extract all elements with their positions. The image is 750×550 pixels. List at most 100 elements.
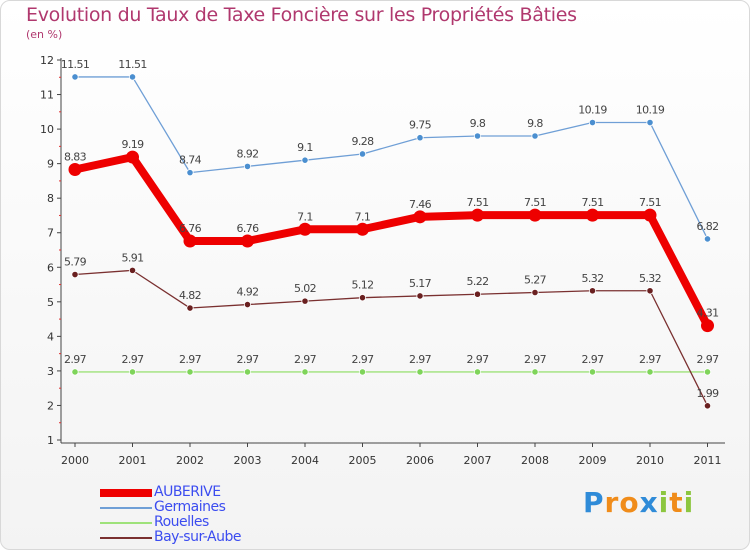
data-point-rouelles xyxy=(473,368,482,376)
data-label-germaines: 9.8 xyxy=(470,117,486,130)
x-tick-label: 2002 xyxy=(176,454,204,467)
data-point-germaines xyxy=(243,162,252,170)
data-point-bay-sur-aube xyxy=(301,297,309,305)
data-label-bay-sur-aube: 1.99 xyxy=(696,387,719,400)
data-point-auberive xyxy=(413,210,427,224)
data-point-auberive xyxy=(528,208,542,222)
data-label-rouelles: 2.97 xyxy=(696,353,719,366)
data-label-bay-sur-aube: 5.32 xyxy=(581,272,603,285)
data-point-bay-sur-aube xyxy=(531,288,539,297)
data-point-auberive xyxy=(356,222,369,236)
data-label-auberive: 7.1 xyxy=(297,210,313,223)
data-label-bay-sur-aube: 5.27 xyxy=(524,273,547,286)
data-label-germaines: 6.82 xyxy=(696,220,718,233)
data-label-auberive: 7.1 xyxy=(355,210,371,223)
data-label-germaines: 9.8 xyxy=(527,117,543,130)
data-point-bay-sur-aube xyxy=(416,292,424,300)
x-tick-label: 2008 xyxy=(521,454,549,467)
data-point-bay-sur-aube xyxy=(71,270,79,279)
data-label-auberive: 4.31 xyxy=(696,307,718,320)
data-label-bay-sur-aube: 4.82 xyxy=(179,289,201,302)
logo-letter: P xyxy=(583,486,605,519)
proxiti-logo: Proxiti xyxy=(583,486,694,519)
data-point-rouelles xyxy=(243,368,252,376)
x-tick-label: 2004 xyxy=(291,454,319,467)
data-point-bay-sur-aube xyxy=(128,266,137,274)
x-tick-label: 2003 xyxy=(234,454,262,467)
x-tick-label: 2011 xyxy=(694,454,722,467)
data-label-germaines: 9.28 xyxy=(351,135,374,148)
legend-label: AUBERIVE xyxy=(154,484,221,500)
data-label-rouelles: 2.97 xyxy=(64,353,87,366)
data-label-rouelles: 2.97 xyxy=(179,353,202,366)
data-label-auberive: 9.19 xyxy=(121,138,144,151)
data-point-rouelles xyxy=(301,368,309,376)
data-label-rouelles: 2.97 xyxy=(524,353,547,366)
data-label-auberive: 7.51 xyxy=(581,196,603,209)
data-label-auberive: 7.46 xyxy=(409,198,432,211)
data-label-auberive: 7.51 xyxy=(466,196,488,209)
y-tick-label: 3 xyxy=(47,365,54,378)
data-label-bay-sur-aube: 5.32 xyxy=(639,272,661,285)
data-label-auberive: 6.76 xyxy=(179,222,202,235)
data-label-germaines: 11.51 xyxy=(118,58,147,71)
legend-item: Rouelles xyxy=(100,514,320,531)
y-tick-label: 9 xyxy=(47,158,54,171)
legend-swatch xyxy=(100,537,152,539)
logo-letter: t xyxy=(669,486,684,519)
data-label-germaines: 11.51 xyxy=(61,58,90,71)
data-label-rouelles: 2.97 xyxy=(294,353,317,366)
data-point-rouelles xyxy=(588,368,597,376)
data-label-germaines: 9.1 xyxy=(297,141,313,154)
data-label-rouelles: 2.97 xyxy=(466,353,489,366)
data-label-rouelles: 2.97 xyxy=(351,353,374,366)
x-tick-label: 2005 xyxy=(349,454,377,467)
series-line-auberive xyxy=(71,153,712,330)
x-tick-label: 2007 xyxy=(464,454,492,467)
data-point-bay-sur-aube xyxy=(703,402,712,410)
data-point-auberive xyxy=(586,208,599,222)
logo-letter: i xyxy=(683,486,695,519)
y-tick-label: 4 xyxy=(47,330,54,343)
legend-item: Bay-sur-Aube xyxy=(100,529,320,546)
data-label-auberive: 7.51 xyxy=(524,196,546,209)
logo-letter: i xyxy=(658,486,670,519)
data-point-bay-sur-aube xyxy=(646,287,654,295)
data-point-auberive xyxy=(471,208,484,222)
y-tick-label: 10 xyxy=(40,123,54,136)
legend-label: Germaines xyxy=(154,499,226,515)
x-tick-label: 2000 xyxy=(61,454,89,467)
data-point-auberive xyxy=(68,163,82,177)
y-tick-label: 11 xyxy=(40,89,54,102)
data-point-auberive xyxy=(241,234,254,248)
data-point-rouelles xyxy=(531,368,539,376)
y-tick-label: 1 xyxy=(47,434,54,447)
logo-letter: x xyxy=(639,486,659,519)
data-point-rouelles xyxy=(358,368,367,376)
y-tick-label: 5 xyxy=(47,296,54,309)
legend-item: Germaines xyxy=(100,499,320,516)
logo-letter: o xyxy=(619,486,640,519)
data-point-rouelles xyxy=(646,368,654,376)
data-label-germaines: 8.92 xyxy=(236,147,258,160)
data-label-auberive: 8.83 xyxy=(64,151,87,164)
data-point-germaines xyxy=(473,132,482,140)
data-point-bay-sur-aube xyxy=(358,294,367,302)
chart-title: Evolution du Taux de Taxe Foncière sur l… xyxy=(26,4,577,26)
series-line-bay-sur-aube xyxy=(74,269,709,407)
data-point-germaines xyxy=(71,73,79,81)
data-point-germaines xyxy=(531,132,539,140)
data-point-auberive xyxy=(643,208,657,222)
legend: AUBERIVE Germaines Rouelles Bay-sur-Aube xyxy=(100,484,320,546)
data-point-rouelles xyxy=(416,368,424,376)
data-point-auberive xyxy=(298,222,312,236)
chart-subtitle: (en %) xyxy=(26,28,63,41)
data-point-auberive xyxy=(701,319,714,333)
data-label-germaines: 8.74 xyxy=(179,154,202,167)
data-label-bay-sur-aube: 5.12 xyxy=(351,279,373,292)
data-point-germaines xyxy=(703,235,712,243)
logo-letter: r xyxy=(604,486,620,519)
data-label-bay-sur-aube: 5.02 xyxy=(294,282,316,295)
